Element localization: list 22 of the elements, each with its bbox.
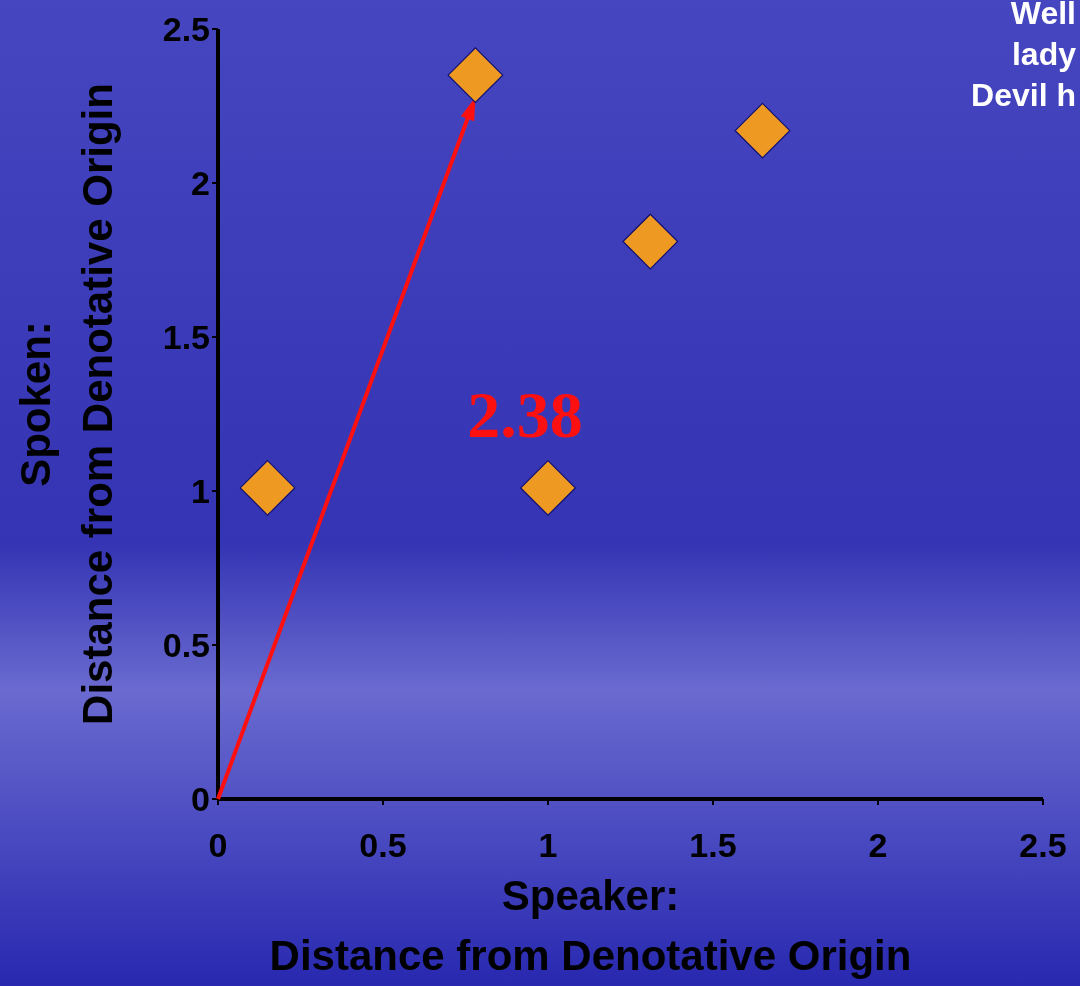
annotation: 2.38	[467, 378, 583, 452]
point	[239, 460, 296, 516]
x-tick-label: 2.5	[1019, 826, 1067, 864]
x-tick-label: 1.5	[689, 826, 737, 864]
annotation: Devil h	[971, 77, 1076, 113]
y-axis-title: Spoken: Distance from Denotative Origin	[12, 83, 121, 725]
y-tick-label: 2.5	[162, 9, 210, 48]
point	[622, 213, 679, 270]
point	[734, 102, 791, 159]
y-tick-label: 2	[191, 163, 210, 202]
y-tick-label: 1.5	[162, 317, 210, 356]
annotation: Well	[1010, 0, 1076, 31]
x-tick-label: 0.5	[359, 826, 407, 864]
x-tick-label: 2	[868, 826, 888, 864]
point	[520, 460, 576, 516]
y-tick-label: 0	[191, 779, 210, 818]
x-tick-label: 1	[538, 826, 558, 864]
y-tick-label: 1	[191, 471, 210, 510]
annotation: lady	[1011, 36, 1077, 72]
x-axis-title: Speaker: Distance from Denotative Origin	[269, 872, 912, 979]
y-tick-label: 0.5	[162, 625, 210, 664]
point	[447, 47, 504, 104]
